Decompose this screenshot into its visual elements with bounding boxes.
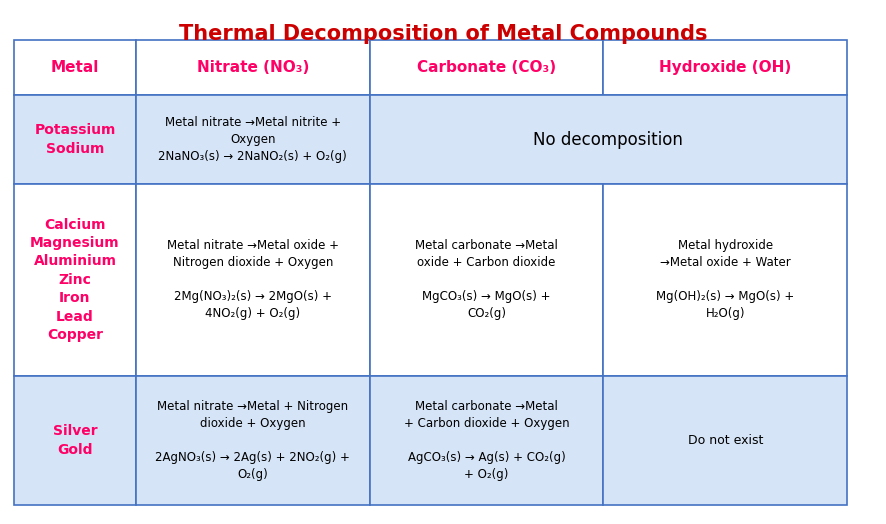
Bar bbox=[602, 40, 846, 95]
Text: Metal nitrate →Metal nitrite +
Oxygen
2NaNO₃(s) → 2NaNO₂(s) + O₂(g): Metal nitrate →Metal nitrite + Oxygen 2N… bbox=[159, 116, 346, 163]
Text: Carbonate (CO₃): Carbonate (CO₃) bbox=[416, 60, 556, 75]
Bar bbox=[14, 95, 136, 184]
Bar bbox=[136, 184, 369, 376]
Bar bbox=[14, 40, 136, 95]
Text: Silver
Gold: Silver Gold bbox=[52, 424, 97, 456]
Bar bbox=[136, 40, 369, 95]
Bar bbox=[369, 95, 846, 184]
Text: Metal nitrate →Metal + Nitrogen
dioxide + Oxygen

2AgNO₃(s) → 2Ag(s) + 2NO₂(g) +: Metal nitrate →Metal + Nitrogen dioxide … bbox=[155, 400, 350, 481]
Bar bbox=[369, 40, 602, 95]
Bar bbox=[14, 376, 136, 505]
Text: Metal hydroxide
→Metal oxide + Water

Mg(OH)₂(s) → MgO(s) +
H₂O(g): Metal hydroxide →Metal oxide + Water Mg(… bbox=[656, 239, 794, 320]
Bar bbox=[602, 376, 846, 505]
Bar bbox=[136, 376, 369, 505]
Text: Do not exist: Do not exist bbox=[687, 434, 762, 447]
Text: Potassium
Sodium: Potassium Sodium bbox=[35, 124, 115, 156]
Bar bbox=[369, 376, 602, 505]
Text: Calcium
Magnesium
Aluminium
Zinc
Iron
Lead
Copper: Calcium Magnesium Aluminium Zinc Iron Le… bbox=[30, 217, 120, 342]
Bar bbox=[369, 184, 602, 376]
Bar bbox=[14, 184, 136, 376]
Text: Metal carbonate →Metal
oxide + Carbon dioxide

MgCO₃(s) → MgO(s) +
CO₂(g): Metal carbonate →Metal oxide + Carbon di… bbox=[415, 239, 557, 320]
Text: Metal carbonate →Metal
+ Carbon dioxide + Oxygen

AgCO₃(s) → Ag(s) + CO₂(g)
+ O₂: Metal carbonate →Metal + Carbon dioxide … bbox=[403, 400, 569, 481]
Text: Hydroxide (OH): Hydroxide (OH) bbox=[658, 60, 790, 75]
Text: Metal: Metal bbox=[51, 60, 99, 75]
Text: Nitrate (NO₃): Nitrate (NO₃) bbox=[197, 60, 308, 75]
Text: No decomposition: No decomposition bbox=[532, 130, 682, 149]
Text: Metal nitrate →Metal oxide +
Nitrogen dioxide + Oxygen

2Mg(NO₃)₂(s) → 2MgO(s) +: Metal nitrate →Metal oxide + Nitrogen di… bbox=[167, 239, 338, 320]
Bar bbox=[136, 95, 369, 184]
Bar bbox=[602, 184, 846, 376]
Text: Thermal Decomposition of Metal Compounds: Thermal Decomposition of Metal Compounds bbox=[179, 24, 707, 44]
